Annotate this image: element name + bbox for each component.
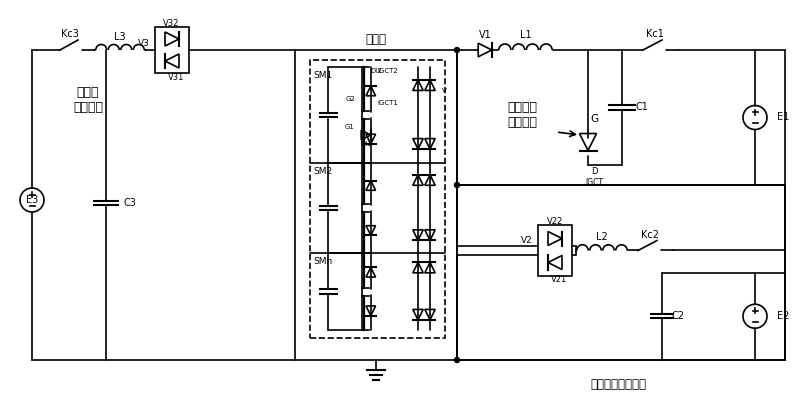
Text: L3: L3 <box>114 32 126 42</box>
Text: V2: V2 <box>522 236 533 245</box>
Text: Di1: Di1 <box>360 141 372 147</box>
Text: Kc1: Kc1 <box>646 29 664 39</box>
FancyBboxPatch shape <box>310 60 445 338</box>
Text: G: G <box>590 114 598 124</box>
Text: V22: V22 <box>547 217 563 226</box>
FancyBboxPatch shape <box>457 185 785 360</box>
Text: L2: L2 <box>596 232 608 241</box>
Text: V3: V3 <box>138 40 150 49</box>
Text: V1: V1 <box>478 30 491 40</box>
Text: V: V <box>442 88 446 94</box>
Circle shape <box>454 47 459 53</box>
Text: E3: E3 <box>26 195 38 205</box>
Text: 试品阀: 试品阀 <box>366 32 386 45</box>
Text: SM2: SM2 <box>313 166 332 175</box>
Text: 衰减电流
注入回路: 衰减电流 注入回路 <box>507 101 537 129</box>
Text: V21: V21 <box>551 275 567 284</box>
Text: D: D <box>590 166 598 175</box>
Text: G2: G2 <box>345 96 355 102</box>
Text: IGCT1: IGCT1 <box>378 100 398 106</box>
Text: Kc2: Kc2 <box>641 230 659 239</box>
Circle shape <box>454 183 459 188</box>
Text: SM1: SM1 <box>313 70 332 79</box>
Text: V32: V32 <box>163 19 179 28</box>
Text: 高电压
注入回路: 高电压 注入回路 <box>73 86 103 114</box>
FancyBboxPatch shape <box>155 27 189 73</box>
Text: V31: V31 <box>168 72 184 81</box>
FancyBboxPatch shape <box>538 226 572 275</box>
Text: Kc3: Kc3 <box>61 29 79 39</box>
Text: SMn: SMn <box>313 256 332 266</box>
Text: 正弦电流注入回路: 正弦电流注入回路 <box>590 379 646 392</box>
Text: IGCT: IGCT <box>585 179 603 188</box>
Text: E2: E2 <box>777 311 790 321</box>
FancyBboxPatch shape <box>295 50 457 360</box>
Text: G1: G1 <box>345 124 355 130</box>
Circle shape <box>454 358 459 362</box>
Text: C3: C3 <box>124 198 137 208</box>
Text: Di2: Di2 <box>370 68 382 74</box>
Text: E1: E1 <box>777 113 790 122</box>
Text: IGCT2: IGCT2 <box>378 68 398 74</box>
Text: C1: C1 <box>636 102 649 113</box>
Text: C2: C2 <box>672 311 685 321</box>
Text: L1: L1 <box>520 30 531 40</box>
